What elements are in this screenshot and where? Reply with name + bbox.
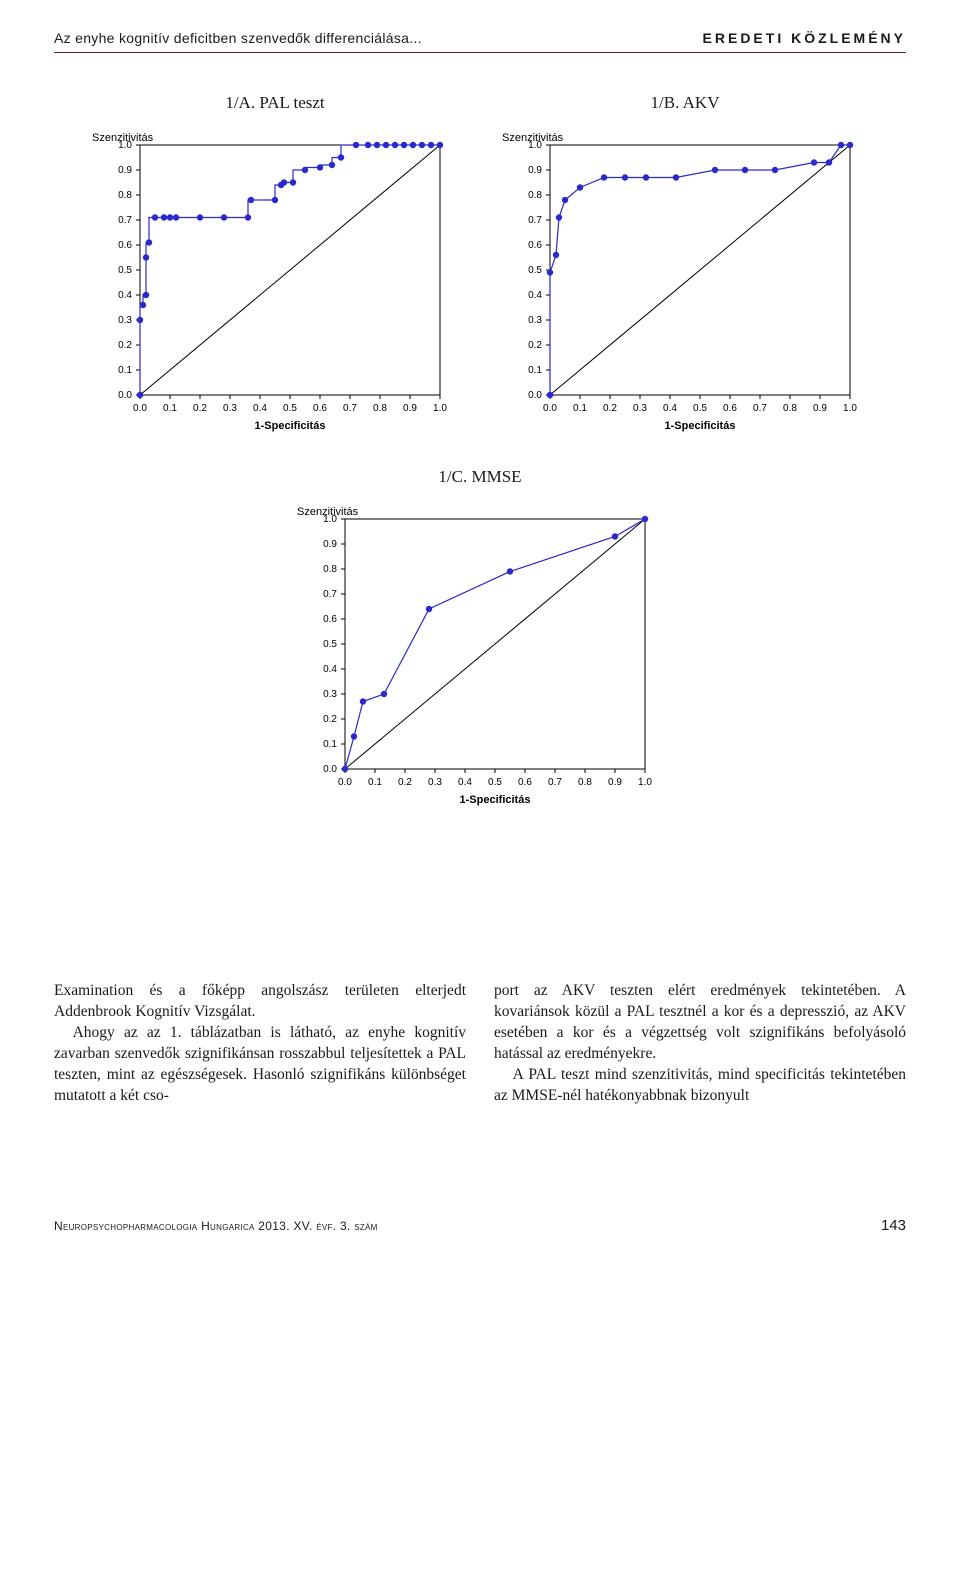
svg-text:0.7: 0.7 xyxy=(323,589,337,600)
svg-text:0.6: 0.6 xyxy=(528,240,542,251)
svg-text:0.2: 0.2 xyxy=(323,714,337,725)
page-footer: Neuropsychopharmacologia Hungarica 2013.… xyxy=(54,1217,906,1234)
svg-text:Szenzitivitás: Szenzitivitás xyxy=(297,506,359,518)
svg-text:0.9: 0.9 xyxy=(813,403,827,414)
svg-text:0.0: 0.0 xyxy=(528,390,542,401)
footer-page-number: 143 xyxy=(881,1217,906,1234)
svg-text:Szenzitivitás: Szenzitivitás xyxy=(92,132,154,144)
svg-text:0.4: 0.4 xyxy=(253,403,267,414)
svg-text:0.8: 0.8 xyxy=(578,777,592,788)
svg-text:0.9: 0.9 xyxy=(608,777,622,788)
svg-text:0.5: 0.5 xyxy=(488,777,502,788)
svg-text:0.8: 0.8 xyxy=(783,403,797,414)
svg-text:0.2: 0.2 xyxy=(603,403,617,414)
roc-chart-c: 0.00.0 0.1 0.1 0.2 0.2 0.3 0.3 0.4 0.4 0.5 0.5 0.6 0… xyxy=(295,501,665,811)
figure-c-block: 1/C. MMSE 0.00.0 0.1 0.1 0.2 0.2 0.3 0.3 0.4 0.4… xyxy=(295,467,665,811)
svg-text:0.1: 0.1 xyxy=(573,403,587,414)
body-left-p2: Ahogy az az 1. táblázatban is látható, a… xyxy=(54,1023,466,1107)
svg-text:0.6: 0.6 xyxy=(518,777,532,788)
svg-text:0.2: 0.2 xyxy=(193,403,207,414)
svg-text:0.0: 0.0 xyxy=(118,390,132,401)
svg-text:0.5: 0.5 xyxy=(118,265,132,276)
svg-text:0.9: 0.9 xyxy=(528,165,542,176)
svg-text:0.5: 0.5 xyxy=(283,403,297,414)
figure-b-block: 1/B. AKV 0.00.00.10.10.20.20.30.30.40.40… xyxy=(500,93,870,437)
svg-text:0.9: 0.9 xyxy=(323,539,337,550)
svg-text:0.4: 0.4 xyxy=(323,664,337,675)
figure-c-caption: 1/C. MMSE xyxy=(438,467,521,487)
roc-svg: 0.00.0 0.1 0.1 0.2 0.2 0.3 0.3 0.4 0.4 0.5 0.5 0.6 0… xyxy=(90,127,460,437)
svg-text:0.2: 0.2 xyxy=(398,777,412,788)
svg-text:Szenzitivitás: Szenzitivitás xyxy=(502,132,564,144)
svg-text:0.3: 0.3 xyxy=(633,403,647,414)
body-right-p2: A PAL teszt mind szenzitivitás, mind spe… xyxy=(494,1065,906,1107)
svg-text:0.8: 0.8 xyxy=(373,403,387,414)
roc-chart-b: 0.00.0 0.1 0.1 0.2 0.2 0.3 0.3 0.4 0.4 0.5 0.5 0.6 0… xyxy=(500,127,870,437)
svg-text:0.3: 0.3 xyxy=(528,315,542,326)
svg-text:0.7: 0.7 xyxy=(118,215,132,226)
svg-text:1-Specificitás: 1-Specificitás xyxy=(460,794,531,806)
svg-text:0.8: 0.8 xyxy=(118,190,132,201)
svg-text:0.7: 0.7 xyxy=(548,777,562,788)
running-title-right: EREDETI KÖZLEMÉNY xyxy=(703,30,906,46)
svg-text:1-Specificitás: 1-Specificitás xyxy=(255,420,326,432)
svg-text:0.1: 0.1 xyxy=(528,365,542,376)
svg-text:0.3: 0.3 xyxy=(223,403,237,414)
svg-text:0.3: 0.3 xyxy=(428,777,442,788)
svg-text:0.7: 0.7 xyxy=(343,403,357,414)
svg-text:0.4: 0.4 xyxy=(458,777,472,788)
svg-text:0.6: 0.6 xyxy=(118,240,132,251)
svg-text:0.0: 0.0 xyxy=(543,403,557,414)
svg-text:1.0: 1.0 xyxy=(843,403,857,414)
svg-text:1.0: 1.0 xyxy=(638,777,652,788)
roc-chart-a: 0.00.0 0.1 0.1 0.2 0.2 0.3 0.3 0.4 0.4 0.5 0.5 0.6 0… xyxy=(90,127,460,437)
roc-svg: 0.00.0 0.1 0.1 0.2 0.2 0.3 0.3 0.4 0.4 0.5 0.5 0.6 0… xyxy=(295,501,665,811)
running-title-left: Az enyhe kognitív deficitben szenvedők d… xyxy=(54,30,422,46)
svg-text:0.2: 0.2 xyxy=(118,340,132,351)
figure-b-caption: 1/B. AKV xyxy=(651,93,720,113)
body-columns: Examination és a főképp angolszász terül… xyxy=(54,981,906,1107)
svg-text:0.5: 0.5 xyxy=(693,403,707,414)
svg-text:0.2: 0.2 xyxy=(528,340,542,351)
body-right-p1: port az AKV teszten elért eredmények tek… xyxy=(494,981,906,1065)
svg-text:0.1: 0.1 xyxy=(323,739,337,750)
svg-text:0.0: 0.0 xyxy=(323,764,337,775)
body-col-right: port az AKV teszten elért eredmények tek… xyxy=(494,981,906,1107)
svg-text:0.6: 0.6 xyxy=(323,614,337,625)
svg-text:0.0: 0.0 xyxy=(133,403,147,414)
figure-a-block: 1/A. PAL teszt 0.00.00.10.10.20.20.30.30… xyxy=(90,93,460,437)
svg-text:0.7: 0.7 xyxy=(528,215,542,226)
body-left-p1: Examination és a főképp angolszász terül… xyxy=(54,981,466,1023)
svg-text:0.7: 0.7 xyxy=(753,403,767,414)
svg-text:0.3: 0.3 xyxy=(323,689,337,700)
svg-text:0.5: 0.5 xyxy=(528,265,542,276)
svg-text:0.5: 0.5 xyxy=(323,639,337,650)
figure-row-bottom: 1/C. MMSE 0.00.0 0.1 0.1 0.2 0.2 0.3 0.3 0.4 0.4… xyxy=(54,467,906,811)
svg-text:0.1: 0.1 xyxy=(368,777,382,788)
figure-a-caption: 1/A. PAL teszt xyxy=(225,93,324,113)
svg-text:0.6: 0.6 xyxy=(313,403,327,414)
svg-text:0.3: 0.3 xyxy=(118,315,132,326)
figure-row-top: 1/A. PAL teszt 0.00.00.10.10.20.20.30.30… xyxy=(54,93,906,437)
svg-text:0.4: 0.4 xyxy=(663,403,677,414)
header-rule xyxy=(54,52,906,53)
svg-text:0.9: 0.9 xyxy=(403,403,417,414)
body-col-left: Examination és a főképp angolszász terül… xyxy=(54,981,466,1107)
svg-text:0.4: 0.4 xyxy=(118,290,132,301)
svg-text:1.0: 1.0 xyxy=(433,403,447,414)
svg-text:0.4: 0.4 xyxy=(528,290,542,301)
footer-journal: Neuropsychopharmacologia Hungarica 2013.… xyxy=(54,1219,378,1233)
svg-text:0.1: 0.1 xyxy=(163,403,177,414)
svg-text:0.6: 0.6 xyxy=(723,403,737,414)
svg-text:0.1: 0.1 xyxy=(118,365,132,376)
svg-text:0.8: 0.8 xyxy=(528,190,542,201)
svg-text:0.9: 0.9 xyxy=(118,165,132,176)
page-header: Az enyhe kognitív deficitben szenvedők d… xyxy=(54,30,906,46)
svg-text:0.8: 0.8 xyxy=(323,564,337,575)
svg-text:1-Specificitás: 1-Specificitás xyxy=(665,420,736,432)
svg-text:0.0: 0.0 xyxy=(338,777,352,788)
roc-svg: 0.00.0 0.1 0.1 0.2 0.2 0.3 0.3 0.4 0.4 0.5 0.5 0.6 0… xyxy=(500,127,870,437)
